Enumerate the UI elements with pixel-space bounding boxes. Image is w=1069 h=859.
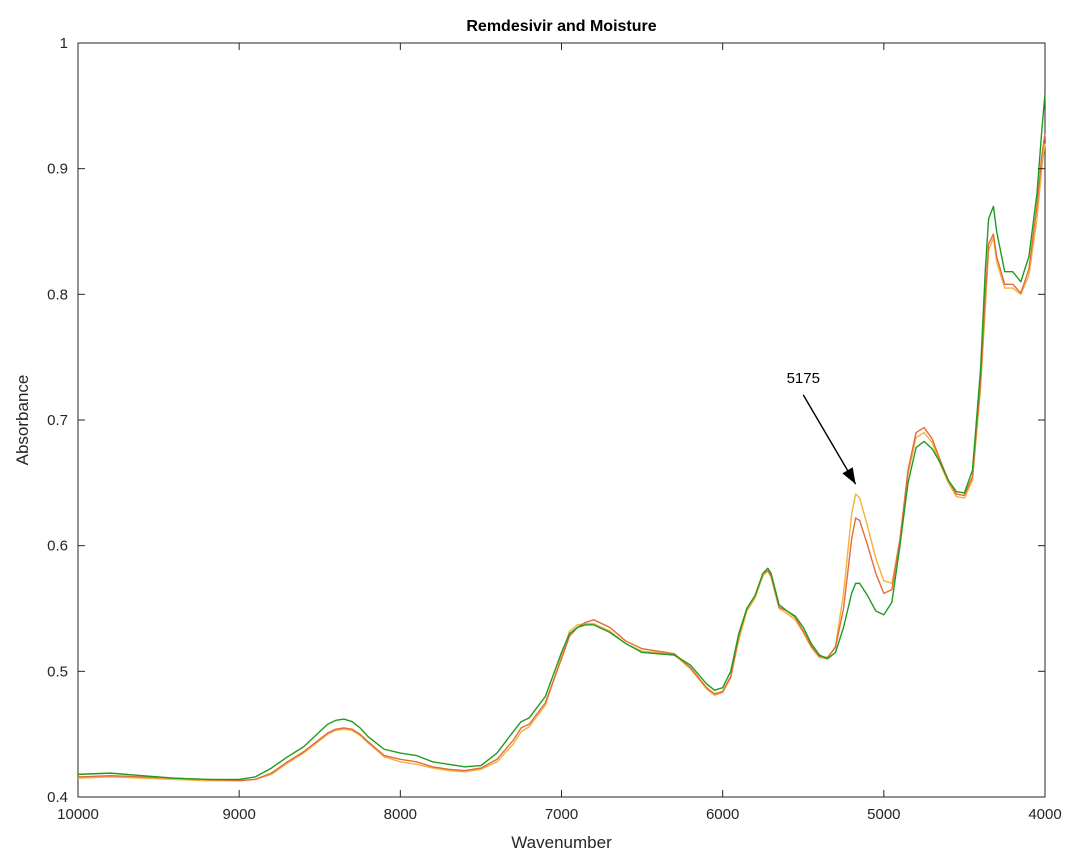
x-tick-label: 9000 (222, 806, 255, 823)
x-tick-label: 7000 (545, 806, 578, 823)
x-tick-label: 8000 (384, 806, 417, 823)
y-axis-title: Absorbance (13, 375, 32, 466)
y-tick-label: 0.4 (47, 789, 68, 806)
series-line-1 (77, 93, 1046, 781)
plot-area (77, 42, 1046, 798)
chart-title: Remdesivir and Moisture (466, 18, 656, 35)
y-tick-label: 0.6 (47, 538, 68, 555)
x-tick-label: 10000 (57, 806, 99, 823)
annotation-arrow-head (842, 467, 856, 485)
series-line-2 (77, 133, 1046, 782)
y-tick-label: 0.8 (47, 286, 68, 303)
y-tick-label: 0.9 (47, 161, 68, 178)
x-tick-label: 4000 (1028, 806, 1061, 823)
x-tick-label: 5000 (867, 806, 900, 823)
y-tick-label: 0.7 (47, 412, 68, 429)
y-tick-label: 0.5 (47, 663, 68, 680)
x-tick-label: 6000 (706, 806, 739, 823)
annotation-arrow-line (802, 394, 857, 485)
x-axis-title: Wavenumber (511, 833, 612, 852)
y-tick-label: 1 (60, 35, 68, 52)
annotation-label: 5175 (787, 370, 820, 387)
